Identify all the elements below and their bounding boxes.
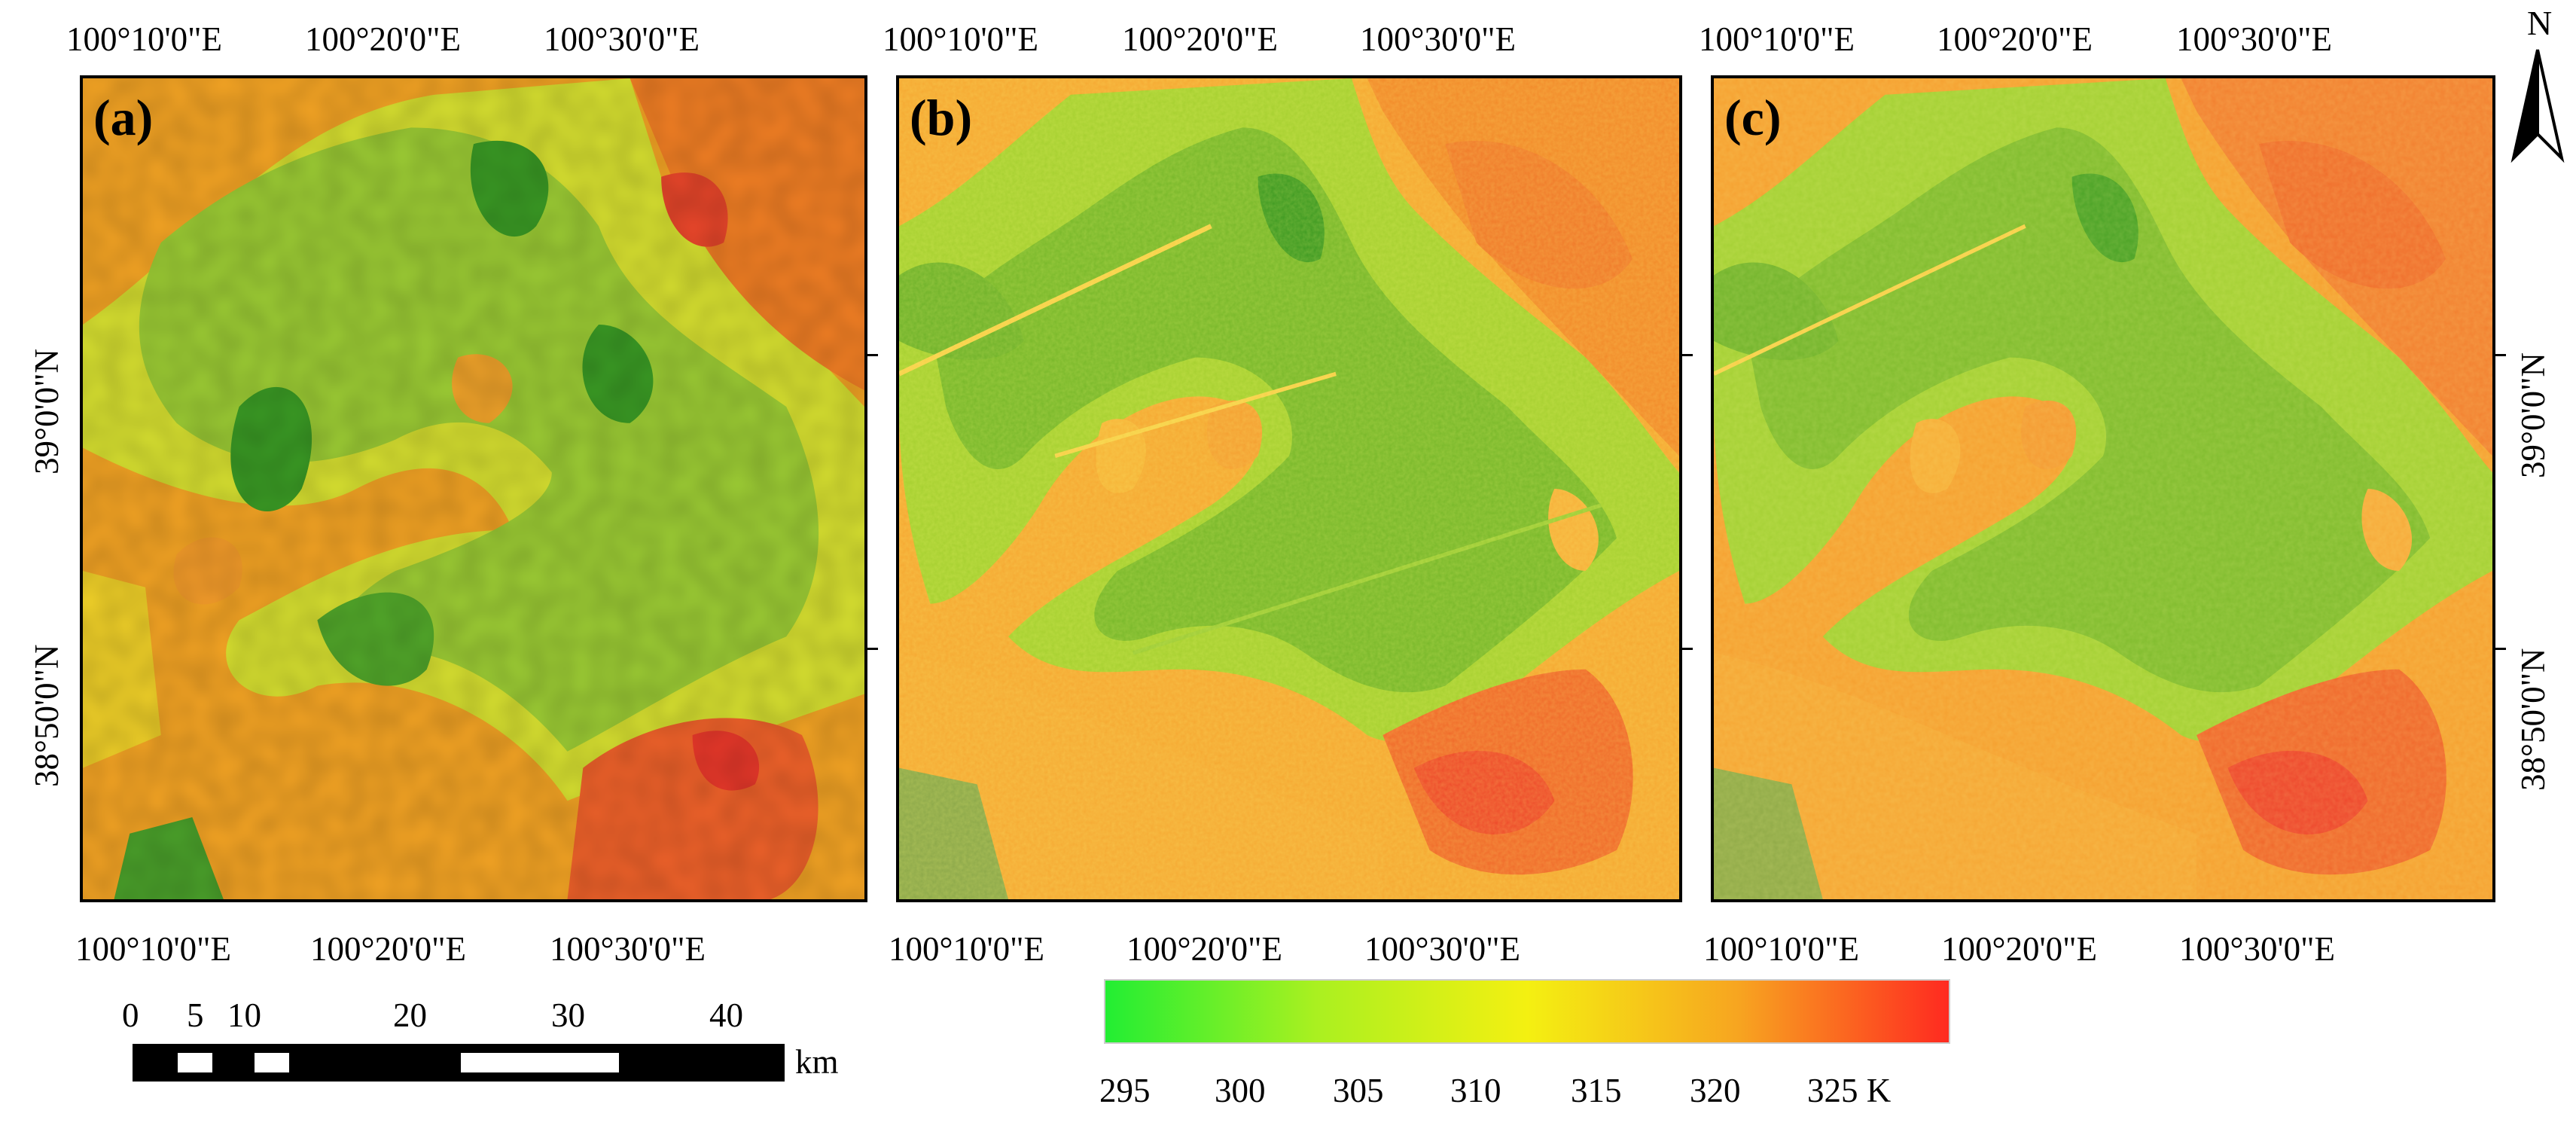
top-lon-label-a1: 100°10'0"E xyxy=(66,20,222,58)
top-lon-label-a2: 100°20'0"E xyxy=(305,20,461,58)
panel-label-b: (b) xyxy=(910,89,973,146)
lst-map-a xyxy=(83,78,864,899)
lst-map-c xyxy=(1714,78,2492,899)
lst-map-b xyxy=(899,78,1679,899)
colorbar: 295 300 305 310 315 320 325 K xyxy=(1099,979,2033,1130)
colorbar-tick-315: 315 xyxy=(1571,1072,1622,1109)
lat-label-c2: 38°50'0"N xyxy=(2514,648,2552,791)
north-arrow-icon xyxy=(2510,49,2565,163)
top-lon-label-b2: 100°20'0"E xyxy=(1122,20,1278,58)
colorbar-tick-295: 295 xyxy=(1099,1072,1151,1109)
colorbar-gradient xyxy=(1104,979,1950,1044)
top-lon-label-c2: 100°20'0"E xyxy=(1937,20,2093,58)
colorbar-tick-325: 325 K xyxy=(1807,1072,1892,1109)
lat-tick-a2 xyxy=(867,648,878,650)
colorbar-tick-305: 305 xyxy=(1333,1072,1384,1109)
scale-tick-label-30: 30 xyxy=(551,996,585,1034)
map-panel-a: (a) xyxy=(80,75,867,902)
bottom-lon-label-a3: 100°30'0"E xyxy=(550,930,706,968)
bottom-lon-label-b2: 100°20'0"E xyxy=(1126,930,1282,968)
scale-tick-label-0: 0 xyxy=(122,996,139,1034)
north-arrow-label: N xyxy=(2527,4,2553,42)
lat-label-a2: 38°50'0"N xyxy=(28,644,66,787)
north-arrow: N xyxy=(2500,6,2575,164)
scale-tick-label-20: 20 xyxy=(393,996,427,1034)
scale-unit: km xyxy=(795,1043,839,1081)
map-panel-c: (c) xyxy=(1711,75,2495,902)
bottom-lon-label-c1: 100°10'0"E xyxy=(1703,930,1859,968)
top-lon-label-c1: 100°10'0"E xyxy=(1699,20,1855,58)
lat-tick-c2 xyxy=(2495,648,2506,650)
colorbar-tick-320: 320 xyxy=(1690,1072,1741,1109)
lat-tick-b1 xyxy=(1682,354,1693,356)
scale-tick-label-40: 40 xyxy=(709,996,743,1034)
bottom-lon-label-c3: 100°30'0"E xyxy=(2179,930,2335,968)
top-lon-label-b1: 100°10'0"E xyxy=(883,20,1038,58)
top-lon-label-b3: 100°30'0"E xyxy=(1360,20,1516,58)
scale-tick-label-5: 5 xyxy=(187,996,204,1034)
panel-label-c: (c) xyxy=(1724,89,1782,146)
lat-tick-c1 xyxy=(2495,354,2506,356)
scale-bar: 0 5 10 20 30 40 km xyxy=(113,993,839,1098)
bottom-lon-label-b3: 100°30'0"E xyxy=(1364,930,1520,968)
bottom-lon-label-b1: 100°10'0"E xyxy=(889,930,1044,968)
scale-tick-label-10: 10 xyxy=(227,996,261,1034)
colorbar-tick-310: 310 xyxy=(1450,1072,1501,1109)
lat-tick-b2 xyxy=(1682,648,1693,650)
lat-label-c1: 39°0'0"N xyxy=(2514,352,2552,478)
panel-label-a: (a) xyxy=(93,89,154,146)
top-lon-label-a3: 100°30'0"E xyxy=(544,20,700,58)
colorbar-tick-300: 300 xyxy=(1215,1072,1266,1109)
bottom-lon-label-c2: 100°20'0"E xyxy=(1941,930,2097,968)
map-panel-b: (b) xyxy=(896,75,1682,902)
lat-label-a1: 39°0'0"N xyxy=(28,349,66,474)
top-lon-label-c3: 100°30'0"E xyxy=(2176,20,2332,58)
lat-tick-a1 xyxy=(867,354,878,356)
bottom-lon-label-a2: 100°20'0"E xyxy=(310,930,466,968)
bottom-lon-label-a1: 100°10'0"E xyxy=(75,930,231,968)
scale-bar-graphic xyxy=(133,1044,785,1082)
